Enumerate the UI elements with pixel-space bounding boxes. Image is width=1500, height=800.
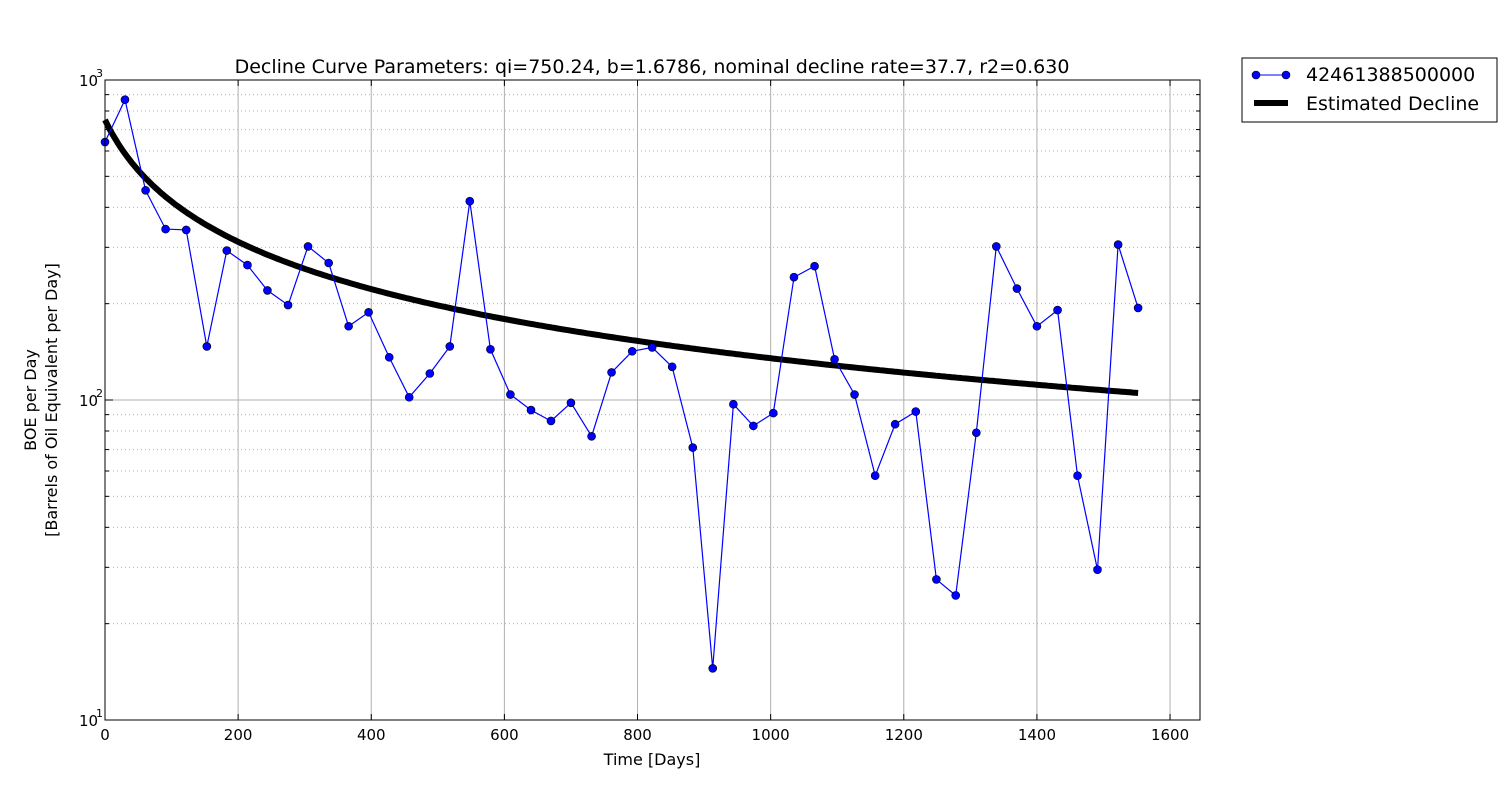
production-data-point (789, 272, 799, 282)
y-axis-label-line1: BOE per Day (21, 349, 40, 451)
production-data-point (506, 390, 515, 399)
production-data-point (769, 408, 778, 418)
production-data-point (486, 345, 495, 354)
production-data-point (222, 246, 232, 255)
production-data-point (708, 664, 718, 673)
x-tick-label: 1600 (1151, 726, 1189, 744)
production-data-point (587, 432, 596, 441)
production-data-point (1133, 303, 1143, 313)
production-data-point (566, 398, 576, 408)
production-data-point (667, 362, 677, 372)
production-data-point (1053, 305, 1062, 315)
production-data-point (141, 186, 150, 195)
production-data-point (324, 258, 333, 268)
x-tick-label: 0 (100, 726, 110, 744)
production-data-point (526, 405, 536, 415)
production-data-point (161, 224, 170, 234)
production-data-point (384, 352, 394, 362)
production-data-point (263, 286, 272, 295)
estimated-decline-curve (102, 118, 1139, 396)
production-data-point (404, 392, 414, 402)
production-data-point (870, 471, 880, 481)
chart-title: Decline Curve Parameters: qi=750.24, b=1… (235, 56, 1070, 78)
estimated-decline-layer (102, 118, 1139, 396)
production-data-point (830, 355, 839, 364)
production-data-point (729, 399, 738, 409)
y-tick-label-base: 10 (79, 712, 98, 730)
production-data-point (911, 407, 921, 416)
legend: 42461388500000 Estimated Decline (1241, 57, 1498, 123)
production-series-line (104, 97, 1139, 669)
legend-marker-end (1281, 70, 1291, 80)
production-data-point (243, 260, 252, 270)
production-data-point (303, 242, 313, 251)
production-data-point (546, 416, 556, 426)
legend-marker-start (1251, 70, 1261, 80)
production-data-point (120, 95, 130, 104)
production-data-point (465, 196, 475, 206)
production-data-point (283, 300, 293, 310)
production-data-point (607, 368, 616, 377)
grid-layer (105, 80, 1200, 720)
x-tick-label: 1400 (1018, 726, 1056, 744)
x-tick-label: 1200 (885, 726, 923, 744)
production-data-point (810, 261, 819, 271)
x-tick-label: 800 (623, 726, 652, 744)
production-data-point (890, 419, 900, 429)
production-data-point (688, 443, 698, 452)
x-tick-label: 200 (224, 726, 253, 744)
y-tick-label-exponent: 2 (96, 387, 103, 400)
x-tick-label: 400 (357, 726, 386, 744)
production-data-point (445, 342, 455, 351)
x-tick-label: 600 (490, 726, 519, 744)
production-data-point (1012, 284, 1022, 293)
legend-box (1241, 57, 1498, 123)
x-tick-label: 1000 (752, 726, 790, 744)
production-data-point (344, 321, 353, 331)
production-data-point (992, 242, 1001, 251)
production-data-point (972, 428, 981, 438)
production-data-point (1073, 471, 1082, 481)
production-data-point (181, 225, 191, 235)
production-data-point (627, 346, 637, 356)
production-data-point (647, 343, 657, 352)
y-tick-label-base: 10 (79, 72, 98, 90)
y-axis-label-line2: [Barrels of Oil Equivalent per Day] (42, 263, 61, 537)
production-data-point (749, 421, 758, 431)
y-tick-label-exponent: 1 (96, 707, 103, 720)
production-data-point (1093, 565, 1102, 574)
legend-label-decline: Estimated Decline (1306, 93, 1479, 115)
production-data-point (932, 575, 941, 584)
y-tick-label-base: 10 (79, 392, 98, 410)
y-tick-label-exponent: 3 (96, 67, 103, 80)
production-data-point (951, 591, 961, 600)
legend-label-series: 42461388500000 (1306, 64, 1475, 86)
production-data-point (850, 390, 859, 399)
production-data-point (425, 369, 435, 378)
production-series-layer (100, 95, 1143, 673)
production-data-point (1032, 321, 1042, 331)
production-data-point (202, 342, 212, 351)
production-data-point (364, 307, 373, 317)
x-axis-label: Time [Days] (603, 750, 701, 769)
production-data-point (1113, 240, 1123, 249)
